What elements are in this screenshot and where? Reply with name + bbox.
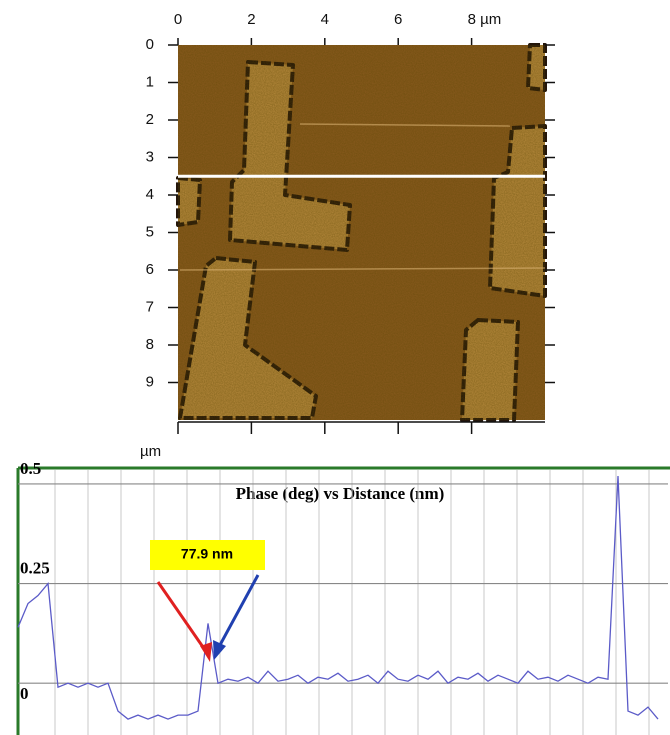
y-tick-label: 8: [146, 336, 154, 353]
x-tick-label: 8 µm: [468, 11, 502, 28]
y-tick-label: 5: [146, 223, 154, 240]
y-tick-label: 0.5: [20, 459, 41, 478]
profile-line: [17, 475, 659, 720]
y-tick-label: 0: [20, 684, 29, 703]
image-axis-label: µm: [140, 443, 161, 460]
red-arrow: [156, 581, 207, 651]
chart-title: Phase (deg) vs Distance (nm): [236, 484, 445, 503]
y-tick-label: 2: [146, 111, 154, 128]
blue-arrow: [218, 574, 260, 646]
annotation-box: [150, 540, 265, 570]
y-tick-label: 1: [146, 73, 154, 90]
blue-arrowhead: [213, 640, 226, 660]
x-tick-label: 4: [321, 11, 329, 28]
y-tick-label: 9: [146, 373, 154, 390]
x-tick-label: 2: [247, 11, 255, 28]
y-tick-label: 0: [146, 36, 154, 53]
y-tick-label: 6: [146, 261, 154, 278]
annotation: 77.9 nm: [181, 546, 233, 562]
y-tick-label: 7: [146, 298, 154, 315]
x-tick-label: 6: [394, 11, 402, 28]
y-tick-label: 3: [146, 148, 154, 165]
profile-chart: Phase (deg) vs Distance (nm) 0 0.25 0.5 77.…: [16, 459, 670, 735]
afm-image: [176, 43, 547, 422]
x-tick-label: 0: [174, 11, 182, 28]
y-tick-label: 0.25: [20, 558, 50, 577]
red-arrowhead: [200, 642, 212, 662]
y-tick-label: 4: [146, 186, 154, 203]
